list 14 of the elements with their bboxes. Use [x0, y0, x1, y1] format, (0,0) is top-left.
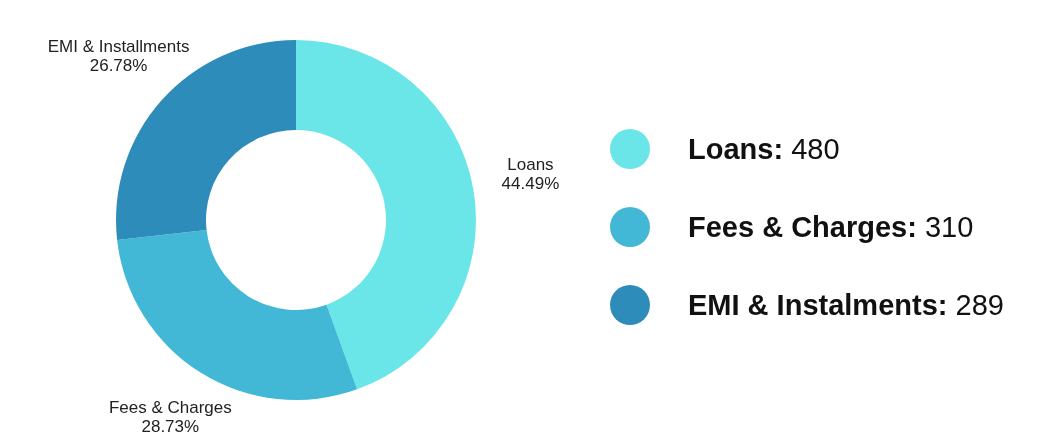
data-label: 28.73%: [141, 417, 200, 437]
data-label: 26.78%: [89, 56, 148, 76]
data-label: 44.49%: [501, 174, 560, 194]
slice-label: EMI & Installments: [47, 37, 190, 57]
text: Loans:: [688, 132, 784, 165]
text: 289: [955, 288, 1004, 321]
slice-label: Loans: [507, 155, 554, 175]
text: EMI & Instalments:: [688, 288, 948, 321]
text: Fees & Charges:: [688, 210, 917, 243]
donut-slice: [296, 40, 476, 390]
slice-label: Fees & Charges: [108, 398, 232, 418]
text: 480: [791, 132, 840, 165]
text: 310: [924, 210, 974, 243]
donut-slice: [117, 230, 358, 400]
